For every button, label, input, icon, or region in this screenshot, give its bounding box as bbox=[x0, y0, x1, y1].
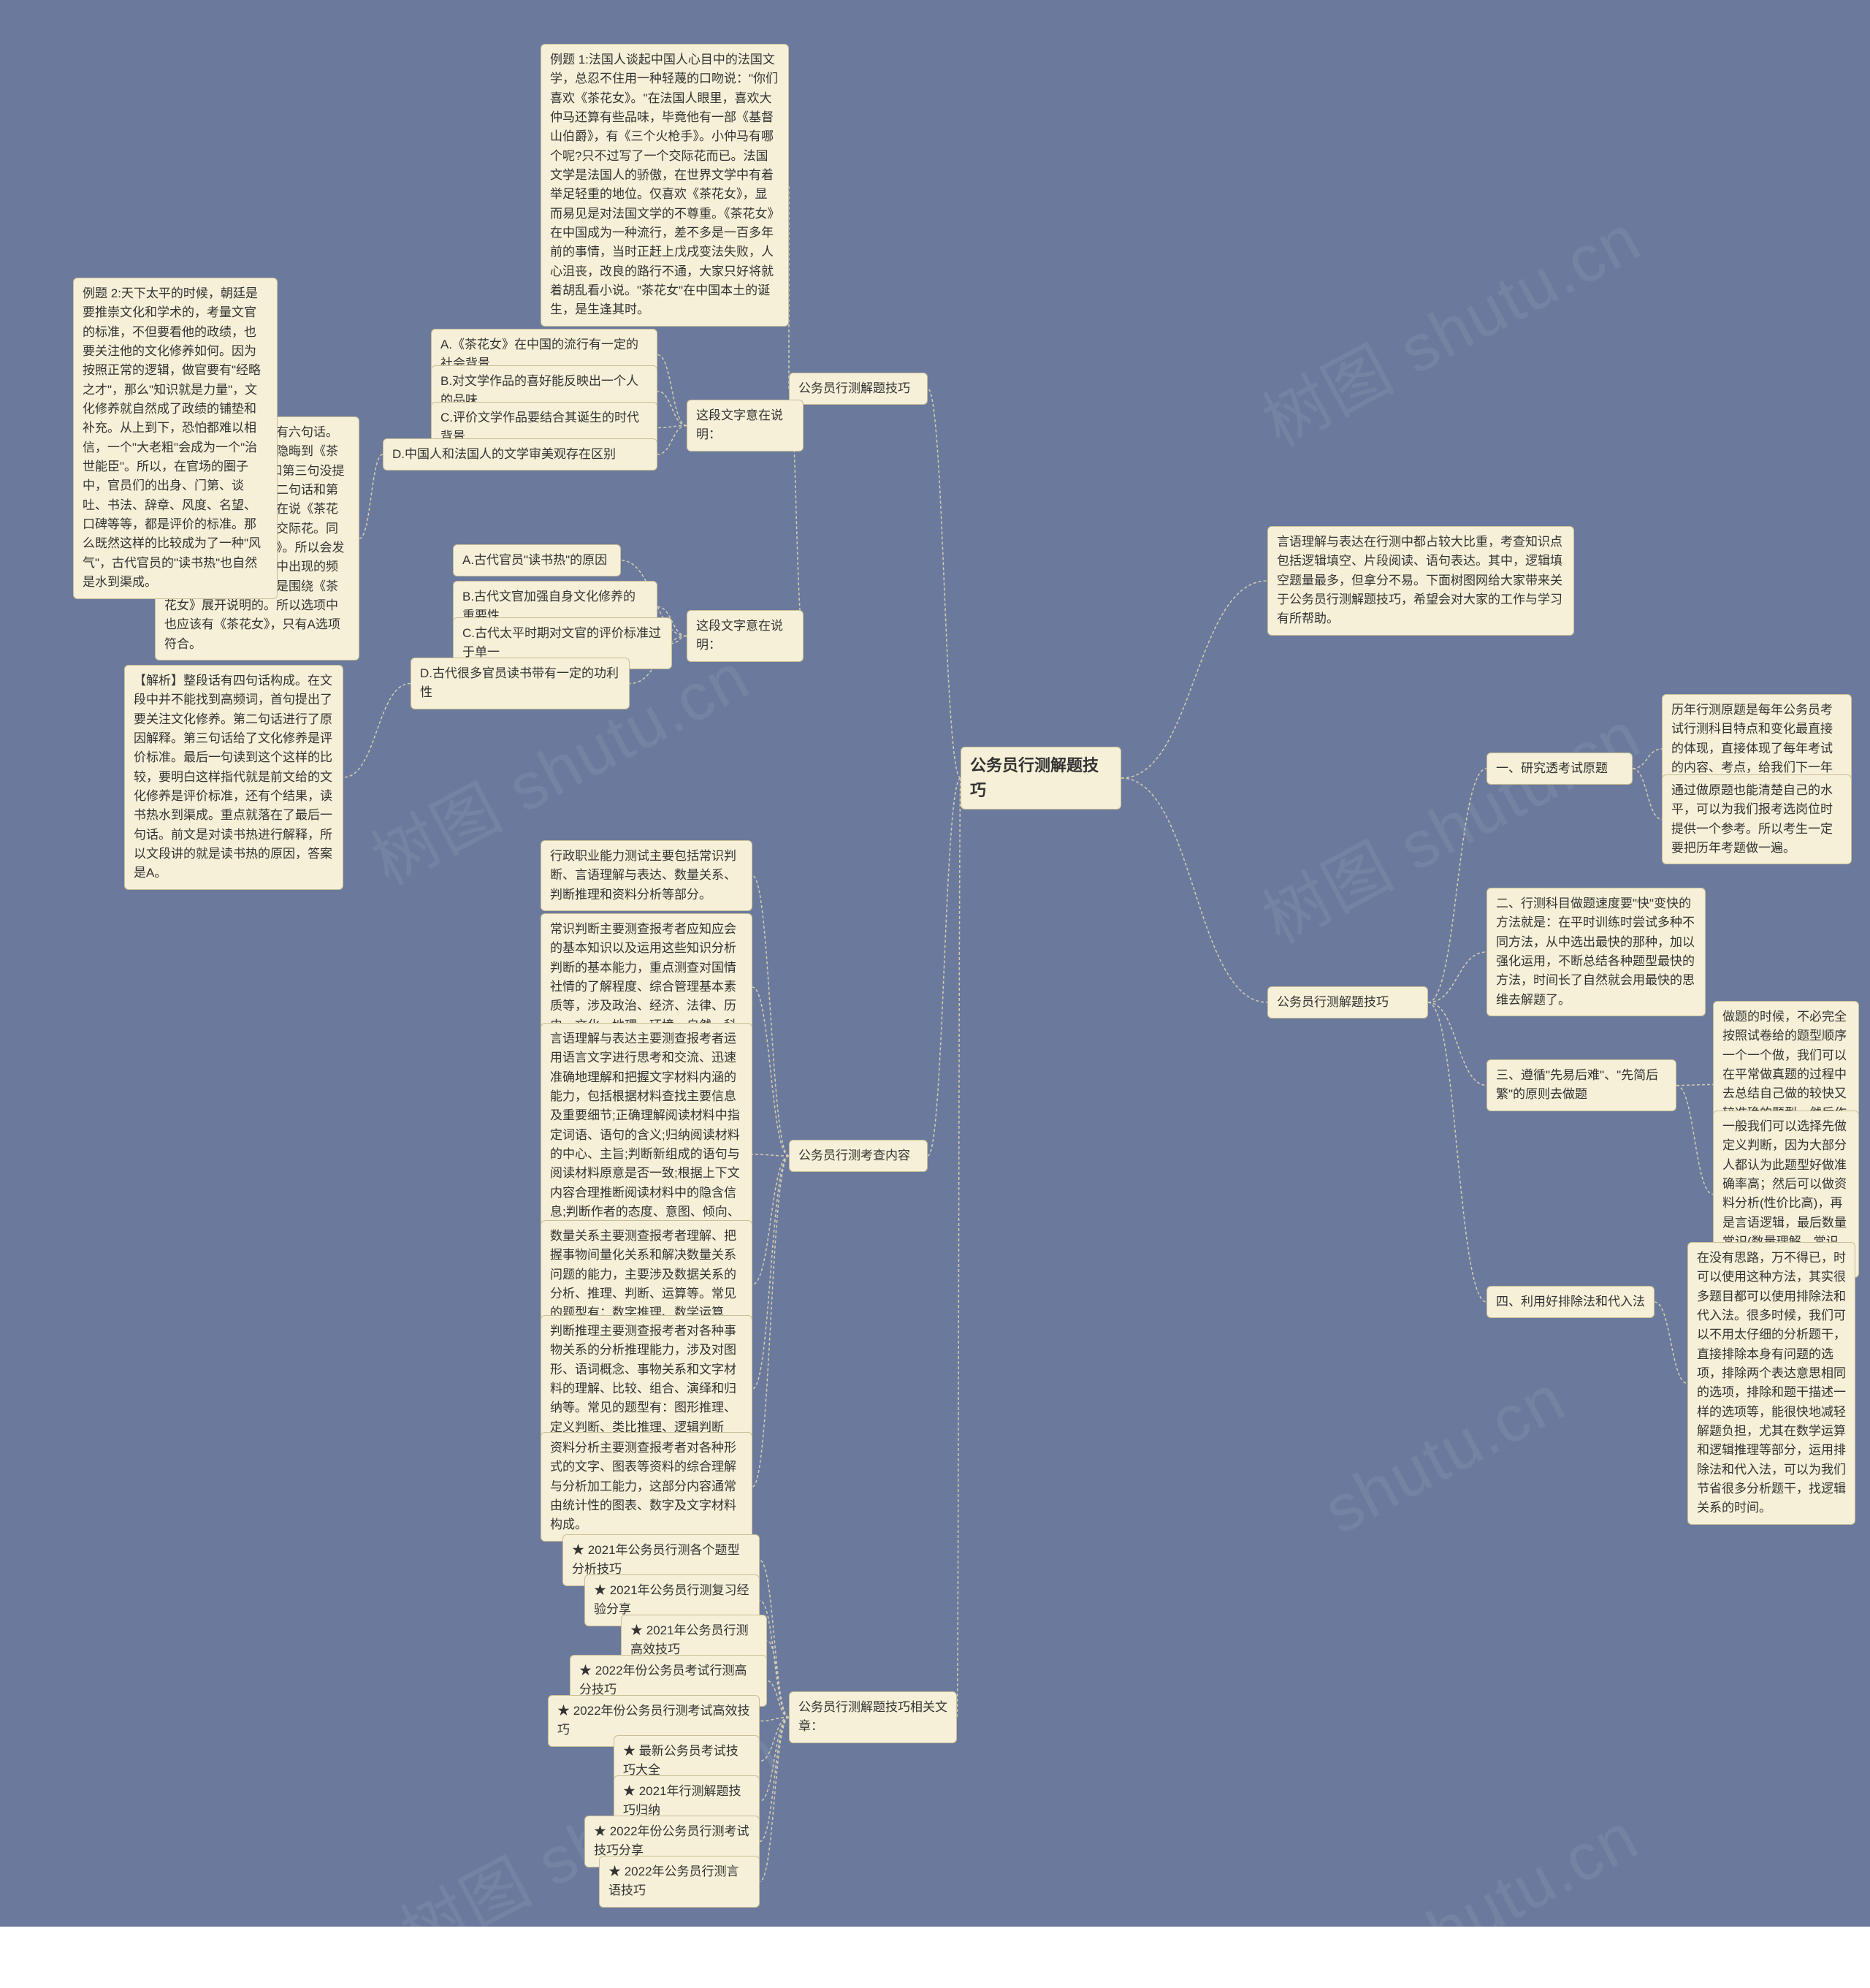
edge bbox=[957, 778, 961, 1718]
edge bbox=[752, 876, 789, 1157]
edge bbox=[359, 454, 383, 538]
mindmap-node[interactable]: 例题 1:法国人谈起中国人心目中的法国文学，总忍不住用一种轻蔑的口吻说："你们喜… bbox=[541, 44, 789, 327]
edge bbox=[928, 389, 961, 778]
edge bbox=[767, 1641, 789, 1718]
edge bbox=[1428, 1002, 1487, 1302]
edge bbox=[1428, 769, 1487, 1002]
mindmap-node[interactable]: ★ 2022年公务员行测言语技巧 bbox=[599, 1856, 760, 1908]
edge bbox=[657, 426, 687, 428]
edge bbox=[343, 684, 411, 778]
mindmap-node[interactable]: 这段文字意在说明： bbox=[687, 400, 804, 452]
mindmap-node[interactable]: 【解析】整段话有四句话构成。在文段中并不能找到高频词，首句提出了要关注文化修养。… bbox=[124, 665, 343, 890]
edge bbox=[657, 426, 687, 455]
edge bbox=[1121, 778, 1267, 1002]
edge bbox=[657, 392, 687, 426]
edge bbox=[1655, 1302, 1687, 1384]
mindmap-node[interactable]: 言语理解与表达在行测中都占较大比重，考查知识点包括逻辑填空、片段阅读、语句表达。… bbox=[1267, 526, 1574, 636]
edge bbox=[1633, 749, 1662, 769]
edge bbox=[760, 1718, 789, 1802]
edge bbox=[760, 1718, 789, 1882]
mindmap-node[interactable]: 四、利用好排除法和代入法 bbox=[1487, 1286, 1655, 1318]
edge bbox=[1428, 1002, 1487, 1086]
mindmap-node[interactable]: 一、研究透考试原题 bbox=[1487, 753, 1633, 785]
mindmap-node[interactable]: 公务员行测解题技巧 bbox=[789, 373, 928, 405]
mindmap-node[interactable]: 行政职业能力测试主要包括常识判断、言语理解与表达、数量关系、判断推理和资料分析等… bbox=[541, 840, 752, 911]
root-node[interactable]: 公务员行测解题技巧 bbox=[961, 747, 1121, 810]
edge bbox=[752, 1156, 789, 1284]
mindmap-node[interactable]: D.古代很多官员读书带有一定的功利性 bbox=[411, 658, 630, 709]
edge bbox=[752, 1156, 789, 1389]
edge bbox=[760, 1718, 789, 1762]
mindmap-node[interactable]: 公务员行测考查内容 bbox=[789, 1140, 928, 1172]
mindmap-node[interactable]: A.古代官员"读书热"的原因 bbox=[453, 544, 621, 576]
edge bbox=[760, 1718, 789, 1842]
edge bbox=[767, 1681, 789, 1718]
mindmap-node[interactable]: 公务员行测解题技巧 bbox=[1267, 986, 1428, 1018]
edge bbox=[1633, 769, 1662, 820]
mindmap-canvas: 树图 shutu.cn树图 shutu.cn树图 shutu.cnshutu.c… bbox=[0, 0, 1870, 1927]
edge bbox=[657, 355, 687, 426]
mindmap-node[interactable]: 三、遵循"先易后难"、"先简后繁"的原则去做题 bbox=[1487, 1059, 1676, 1111]
edge bbox=[752, 1154, 789, 1156]
mindmap-node[interactable]: 在没有思路，万不得已，时可以使用这种方法，其实很多题目都可以使用排除法和代入法。… bbox=[1687, 1242, 1855, 1525]
edge bbox=[752, 1156, 789, 1487]
mindmap-node[interactable]: 这段文字意在说明： bbox=[687, 610, 804, 662]
mindmap-node[interactable]: 公务员行测解题技巧相关文章： bbox=[789, 1691, 957, 1743]
edge bbox=[1676, 1085, 1713, 1086]
edge bbox=[1121, 581, 1267, 778]
edge bbox=[1676, 1086, 1713, 1195]
mindmap-node[interactable]: 二、行测科目做题速度要"快"变快的方法就是：在平时训练时尝试多种不同方法，从中选… bbox=[1487, 888, 1706, 1016]
mindmap-node[interactable]: 通过做原题也能清楚自己的水平，可以为我们报考选岗位时提供一个参考。所以考生一定要… bbox=[1662, 774, 1852, 864]
mindmap-node[interactable]: 例题 2:天下太平的时候，朝廷是要推崇文化和学术的，考量文官的标准，不但要看他的… bbox=[73, 278, 278, 599]
mindmap-node[interactable]: D.中国人和法国人的文学审美观存在区别 bbox=[383, 438, 657, 471]
mindmap-node[interactable]: 资料分析主要测查报考者对各种形式的文字、图表等资料的综合理解与分析加工能力，这部… bbox=[541, 1432, 752, 1542]
edge bbox=[928, 778, 961, 1156]
